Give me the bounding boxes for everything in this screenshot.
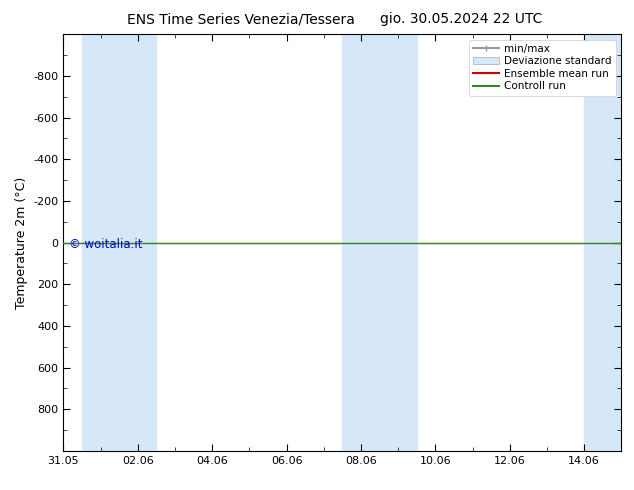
- Text: gio. 30.05.2024 22 UTC: gio. 30.05.2024 22 UTC: [380, 12, 543, 26]
- Text: © woitalia.it: © woitalia.it: [69, 238, 143, 251]
- Bar: [342, 34, 417, 451]
- Bar: [584, 34, 621, 451]
- Bar: [82, 34, 157, 451]
- Text: ENS Time Series Venezia/Tessera: ENS Time Series Venezia/Tessera: [127, 12, 354, 26]
- Y-axis label: Temperature 2m (°C): Temperature 2m (°C): [15, 176, 28, 309]
- Legend: min/max, Deviazione standard, Ensemble mean run, Controll run: min/max, Deviazione standard, Ensemble m…: [469, 40, 616, 96]
